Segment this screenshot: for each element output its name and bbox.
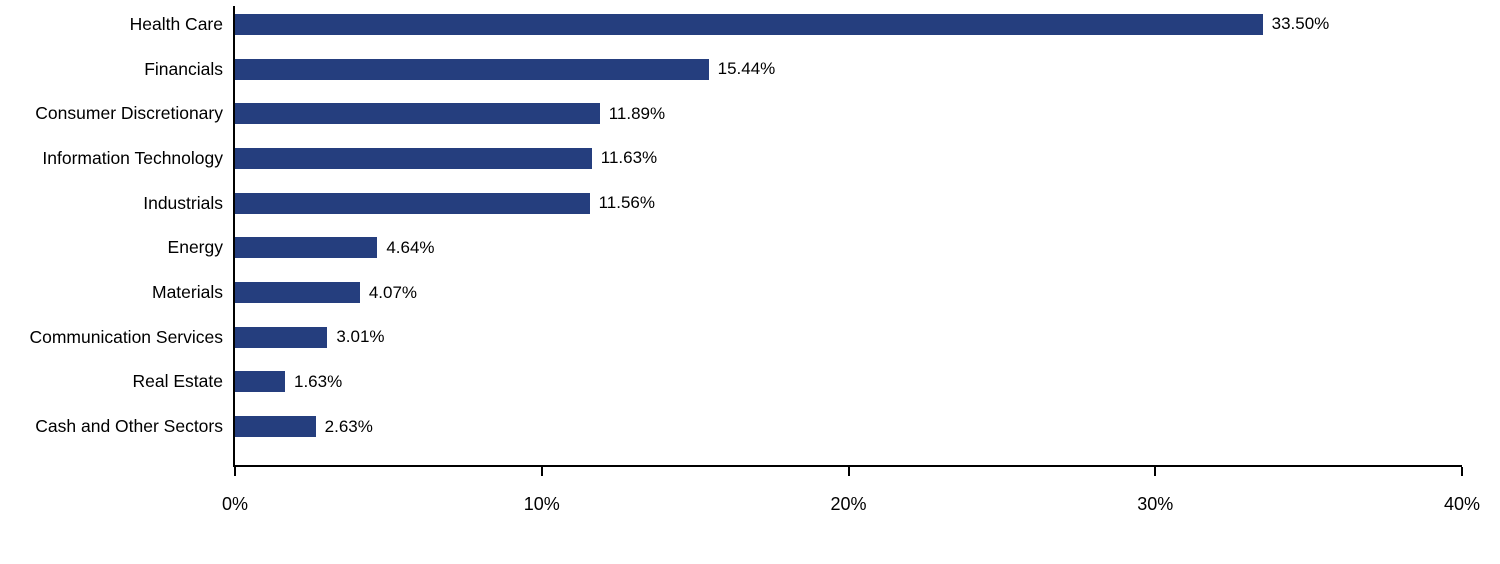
- x-axis-tick: [847, 467, 850, 476]
- value-label: 4.07%: [368, 282, 418, 302]
- bar-row: Energy 4.64%: [168, 226, 1462, 271]
- x-axis-tick: [1154, 467, 1157, 476]
- category-label: Financials: [144, 58, 223, 79]
- value-label: 2.63%: [324, 416, 373, 436]
- bar-row: Information Technology 11.63%: [42, 136, 1462, 181]
- bar-row: Consumer Discretionary 11.89%: [35, 91, 1462, 136]
- x-tick-label: 40%: [1443, 494, 1481, 514]
- x-tick-label: 10%: [523, 494, 560, 514]
- value-label: 15.44%: [717, 59, 776, 79]
- category-label: Energy: [167, 237, 223, 258]
- category-label: Health Care: [129, 13, 223, 34]
- bar-rows: Health Care 33.50% Financials 15.44% Consume…: [29, 2, 1462, 449]
- bar-row: Materials 4.07%: [152, 270, 1462, 315]
- bar-row: Industrials 11.56%: [143, 181, 1462, 226]
- bar-row: Financials 15.44%: [144, 47, 1462, 92]
- plot-area: Health Care 33.50% Financials 15.44% Consume…: [29, 0, 1480, 514]
- category-label: Real Estate: [132, 371, 223, 392]
- category-label: Cash and Other Sectors: [35, 416, 223, 437]
- bar: [235, 326, 328, 348]
- category-label: Consumer Discretionary: [35, 103, 223, 124]
- value-label: 33.50%: [1271, 14, 1330, 34]
- bar: [235, 192, 590, 214]
- category-label: Materials: [152, 282, 223, 303]
- value-label: 11.56%: [598, 193, 655, 213]
- category-label: Information Technology: [42, 147, 223, 168]
- bar-row: Communication Services 3.01%: [29, 315, 1462, 360]
- x-axis-tick: [540, 467, 543, 476]
- value-label: 11.89%: [608, 103, 666, 123]
- bar: [235, 13, 1263, 35]
- category-label: Communication Services: [29, 326, 223, 347]
- bar: [235, 416, 316, 438]
- x-axis-tick: [234, 467, 236, 476]
- category-label: Industrials: [143, 192, 223, 213]
- x-axis-line: [233, 465, 1462, 467]
- bar-row: Cash and Other Sectors 2.63%: [35, 404, 1462, 449]
- bar: [235, 58, 709, 80]
- y-axis-line: [233, 6, 235, 467]
- x-axis-tick: [1461, 467, 1463, 476]
- bar: [235, 282, 360, 304]
- bar: [235, 147, 592, 169]
- value-label: 4.64%: [386, 237, 435, 257]
- bar: [235, 371, 285, 393]
- bar-row: Real Estate 1.63%: [133, 360, 1462, 405]
- value-label: 1.63%: [294, 371, 343, 391]
- bar-row: Health Care 33.50%: [130, 2, 1462, 47]
- value-label: 3.01%: [336, 327, 385, 347]
- x-tick-label: 20%: [830, 494, 867, 514]
- bar: [235, 237, 378, 259]
- x-tick-label: 30%: [1137, 494, 1174, 514]
- x-tick-label: 0%: [221, 494, 249, 514]
- bar: [235, 103, 600, 125]
- value-label: 11.63%: [600, 148, 658, 168]
